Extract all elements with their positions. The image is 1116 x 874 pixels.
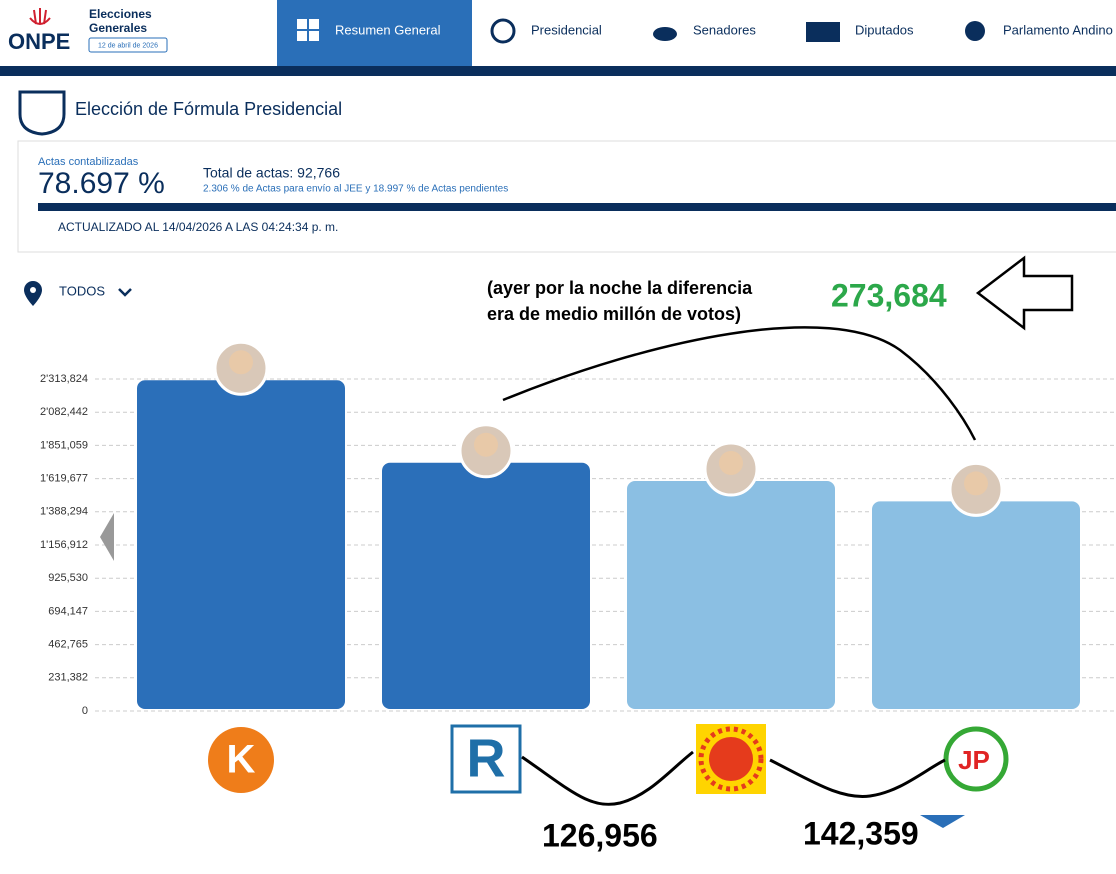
filter[interactable]: TODOS: [59, 283, 105, 298]
nav-item[interactable]: Diputados: [855, 22, 914, 37]
annotation-line: [502, 326, 977, 441]
brand: ONPE: [8, 29, 70, 54]
party-logo: [208, 727, 274, 793]
y-tick-label: 0: [82, 705, 88, 717]
y-tick-label: 2'082,442: [40, 406, 88, 418]
page-title: Elección de Fórmula Presidencial: [75, 99, 342, 119]
header-band: [0, 66, 1116, 76]
location-icon: [24, 281, 42, 306]
annotation-line: [521, 750, 694, 806]
y-tick-label: 1'388,294: [40, 506, 88, 518]
nav-item[interactable]: Presidencial: [531, 22, 602, 37]
progress-bar: [38, 203, 1116, 211]
event: Elecciones: [89, 7, 152, 21]
nav-item[interactable]: Parlamento Andino: [1003, 22, 1113, 37]
emblem: [18, 90, 66, 136]
candidate-face: [719, 450, 743, 475]
y-tick-label: 925,530: [48, 572, 88, 584]
annotation: 273,684: [831, 277, 947, 313]
summary-percent: 78.697 %: [38, 167, 165, 200]
logo-text: R: [467, 728, 506, 788]
y-tick-label: 694,147: [48, 605, 88, 617]
next-arrow[interactable]: [920, 815, 965, 828]
y-tick-label: 1'156,912: [40, 539, 88, 551]
annotation-line: [769, 758, 946, 799]
candidate-face: [474, 432, 498, 457]
y-tick-label: 2'313,824: [40, 373, 88, 385]
y-tick-label: 231,382: [48, 672, 88, 684]
annotation: era de medio millón de votos): [487, 304, 741, 324]
candidate-face: [964, 471, 988, 496]
updated: ACTUALIZADO AL 14/04/2026 A LAS 04:24:34…: [58, 220, 338, 234]
y-tick-label: 1'851,059: [40, 439, 88, 451]
bar: [382, 462, 590, 709]
bar: [627, 480, 835, 709]
party-logo: [943, 726, 1009, 792]
summary-label: Actas contabilizadas: [38, 156, 139, 168]
candidate-face: [229, 350, 253, 375]
y-tick-label: 1'619,677: [40, 473, 88, 485]
nav-icon: [653, 27, 677, 41]
annotation: (ayer por la noche la diferencia: [487, 278, 753, 298]
annotation: 142,359: [803, 815, 919, 851]
location-icon: [30, 287, 36, 293]
nav-icon: [965, 21, 985, 41]
annotation: 126,956: [542, 817, 658, 853]
tab-icon: [297, 19, 319, 41]
logo-hand: [29, 8, 51, 25]
nav-item[interactable]: Senadores: [693, 22, 756, 37]
bar: [137, 380, 345, 709]
party-logo: [450, 724, 522, 794]
logo-text: JP: [958, 745, 990, 775]
nav-icon: [490, 18, 516, 44]
summary-panel: [17, 140, 1116, 253]
sun-rays: [698, 726, 764, 792]
date-box: [88, 37, 168, 53]
event-date: 12 de abril de 2026: [98, 42, 158, 49]
prev-arrow[interactable]: [100, 513, 114, 561]
bar: [872, 501, 1080, 709]
summary-total: Total de actas: 92,766: [203, 165, 340, 181]
logo-text: K: [227, 738, 256, 782]
nav-item[interactable]: Resumen General: [335, 22, 441, 37]
summary-detail: 2.306 % de Actas para envío al JEE y 18.…: [203, 184, 508, 195]
dropdown-caret[interactable]: [118, 288, 132, 297]
nav-icon: [806, 22, 840, 42]
y-tick-label: 462,765: [48, 639, 88, 651]
sun: [709, 737, 753, 781]
chart: 0 231,382 462,765 694,147 925,530 1'156,912 1'…: [40, 340, 1116, 717]
annotation-arrow: [975, 255, 1074, 331]
event: Generales: [89, 21, 147, 35]
